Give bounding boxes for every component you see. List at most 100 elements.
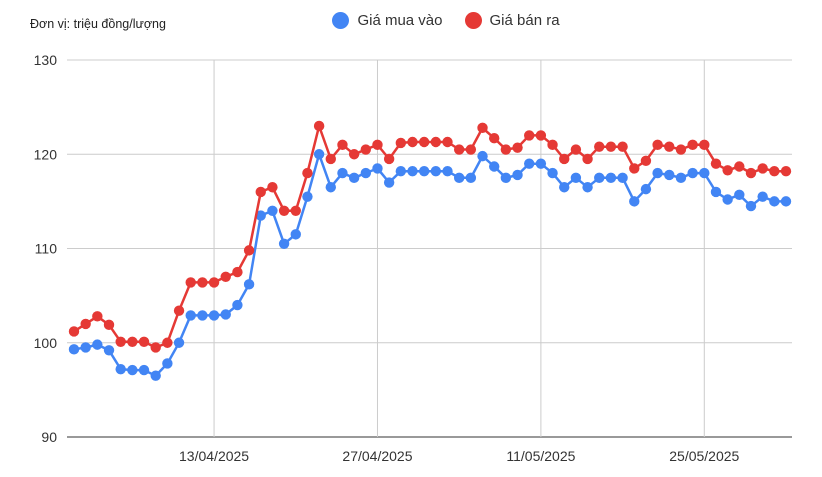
buy-data-point <box>699 167 710 179</box>
buy-data-point <box>302 191 313 202</box>
sell-data-point <box>780 166 792 177</box>
buy-data-point <box>243 279 255 290</box>
buy-data-point <box>80 342 91 353</box>
buy-data-point <box>127 364 138 376</box>
buy-data-point <box>290 229 301 240</box>
buy-data-point <box>348 172 360 184</box>
buy-data-point <box>220 309 231 320</box>
sell-data-point <box>442 136 453 148</box>
buy-data-point <box>629 196 640 207</box>
buy-data-point <box>465 172 477 184</box>
legend-sell-marker <box>464 12 482 29</box>
chart-legend: Giá mua vào Giá bán ra <box>0 12 822 29</box>
sell-data-point <box>512 142 523 153</box>
x-tick-label: 25/05/2025 <box>669 448 739 464</box>
sell-data-point <box>115 336 126 348</box>
legend-item-buy[interactable]: Giá mua vào <box>332 12 443 29</box>
buy-data-point <box>769 196 780 207</box>
sell-data-point <box>629 163 640 174</box>
legend-buy-label: Giá mua vào <box>357 12 443 29</box>
sell-data-point <box>453 144 465 155</box>
buy-data-point <box>535 158 547 169</box>
sell-data-point <box>675 144 687 155</box>
sell-data-point <box>302 167 313 179</box>
sell-data-point <box>757 163 768 174</box>
sell-data-point <box>418 136 430 148</box>
sell-data-point <box>407 136 418 148</box>
buy-data-point <box>115 363 126 375</box>
y-tick-label: 120 <box>34 146 58 162</box>
y-tick-label: 130 <box>34 52 58 68</box>
buy-data-point <box>453 172 465 184</box>
buy-data-point <box>559 182 570 193</box>
sell-data-point <box>243 245 255 256</box>
buy-data-point <box>92 339 103 350</box>
sell-data-point <box>325 153 336 165</box>
buy-data-point <box>780 196 792 207</box>
sell-data-point <box>232 266 243 278</box>
buy-data-point <box>582 182 593 193</box>
sell-data-point <box>360 144 372 155</box>
sell-data-point <box>559 153 570 165</box>
buy-data-point <box>255 210 266 221</box>
sell-data-point <box>652 139 663 151</box>
buy-data-point <box>500 172 512 184</box>
buy-data-point <box>278 238 290 249</box>
sell-data-point <box>465 144 477 155</box>
sell-data-point <box>127 336 138 348</box>
sell-data-point <box>290 205 301 216</box>
unit-label: Đơn vị: triệu đồng/lượng <box>30 17 166 31</box>
sell-data-point <box>664 141 675 152</box>
legend-item-sell[interactable]: Giá bán ra <box>464 12 560 29</box>
buy-data-point <box>138 364 150 376</box>
sell-data-point <box>524 130 535 141</box>
sell-data-point <box>769 166 780 177</box>
sell-data-point <box>430 136 442 148</box>
legend-buy-marker <box>332 12 350 29</box>
sell-data-point <box>395 137 407 149</box>
sell-data-point <box>255 186 266 198</box>
sell-data-point <box>699 139 710 151</box>
buy-data-point <box>383 177 395 188</box>
buy-data-point <box>757 191 768 202</box>
buy-data-point <box>173 337 185 348</box>
buy-data-point <box>442 166 453 177</box>
sell-data-point <box>267 182 278 193</box>
y-tick-label: 110 <box>35 241 58 257</box>
buy-data-point <box>675 172 687 184</box>
sell-data-point <box>80 318 91 330</box>
y-tick-label: 100 <box>34 335 58 351</box>
legend-sell-label: Giá bán ra <box>489 12 560 29</box>
sell-data-point <box>570 144 582 155</box>
sell-data-point <box>605 141 617 152</box>
sell-data-point <box>337 139 348 151</box>
buy-data-point <box>360 167 372 179</box>
sell-data-point <box>68 326 80 337</box>
sell-data-point <box>185 277 196 288</box>
sell-data-point <box>477 122 488 134</box>
sell-data-point <box>582 153 593 165</box>
buy-data-point <box>524 158 535 169</box>
sell-data-point <box>547 139 558 151</box>
sell-data-point <box>734 161 745 172</box>
sell-data-point <box>722 165 733 176</box>
buy-data-point <box>103 345 115 356</box>
sell-data-point <box>535 130 547 141</box>
sell-data-point <box>383 153 395 165</box>
buy-data-point <box>640 183 652 195</box>
buy-data-point <box>313 149 325 160</box>
sell-data-point <box>745 167 757 179</box>
sell-data-point <box>220 271 231 282</box>
buy-data-point <box>570 172 582 184</box>
x-tick-label: 11/05/2025 <box>506 448 575 464</box>
buy-data-point <box>722 194 733 205</box>
sell-data-point <box>500 144 512 155</box>
sell-data-point <box>103 319 115 331</box>
buy-data-point <box>430 166 442 177</box>
buy-data-point <box>734 189 745 200</box>
buy-data-point <box>150 370 161 381</box>
buy-data-point <box>477 150 488 162</box>
buy-data-point <box>418 166 430 177</box>
sell-data-point <box>278 205 290 216</box>
buy-data-point <box>664 169 675 181</box>
